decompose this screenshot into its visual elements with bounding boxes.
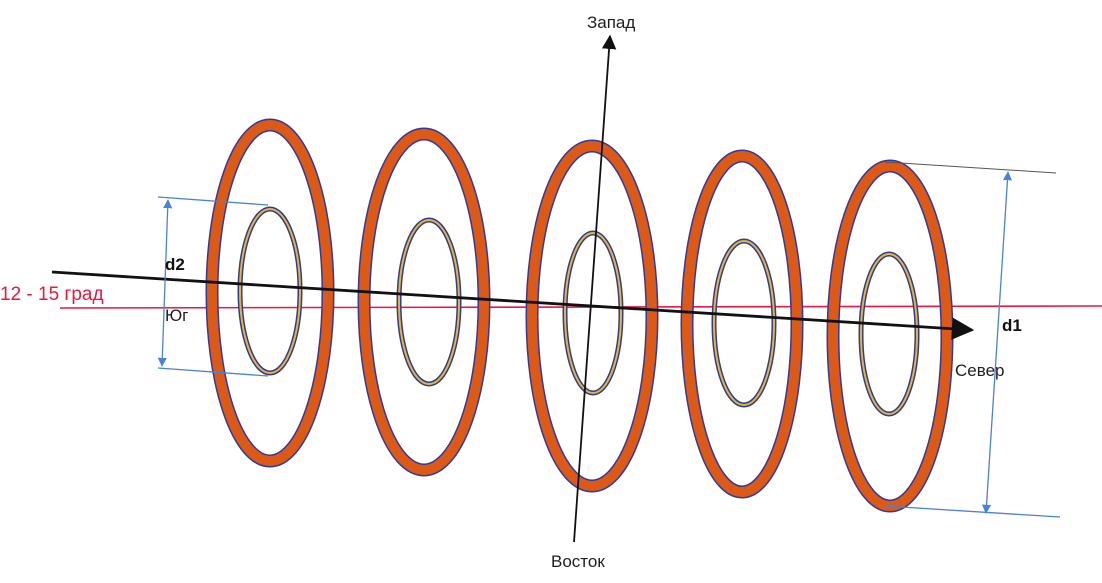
- west-east-axis: [573, 34, 617, 543]
- ring-4: [680, 149, 804, 499]
- label-d2: d2: [165, 255, 185, 274]
- label-d1: d1: [1002, 316, 1022, 335]
- ring-2: [357, 127, 491, 477]
- ring-3: [525, 139, 659, 493]
- label-west: Запад: [587, 13, 635, 32]
- label-angle: 12 - 15 град: [0, 284, 104, 305]
- label-south: Юг: [165, 306, 188, 325]
- ring-1: [205, 118, 335, 468]
- ring-5: [826, 159, 954, 513]
- label-east: Восток: [551, 552, 605, 571]
- d1-dimension: [884, 161, 1061, 518]
- north-south-axis: [51, 270, 975, 340]
- d2-dimension: [157, 196, 269, 377]
- label-north: Север: [955, 361, 1004, 380]
- horizon-line: [59, 305, 1102, 309]
